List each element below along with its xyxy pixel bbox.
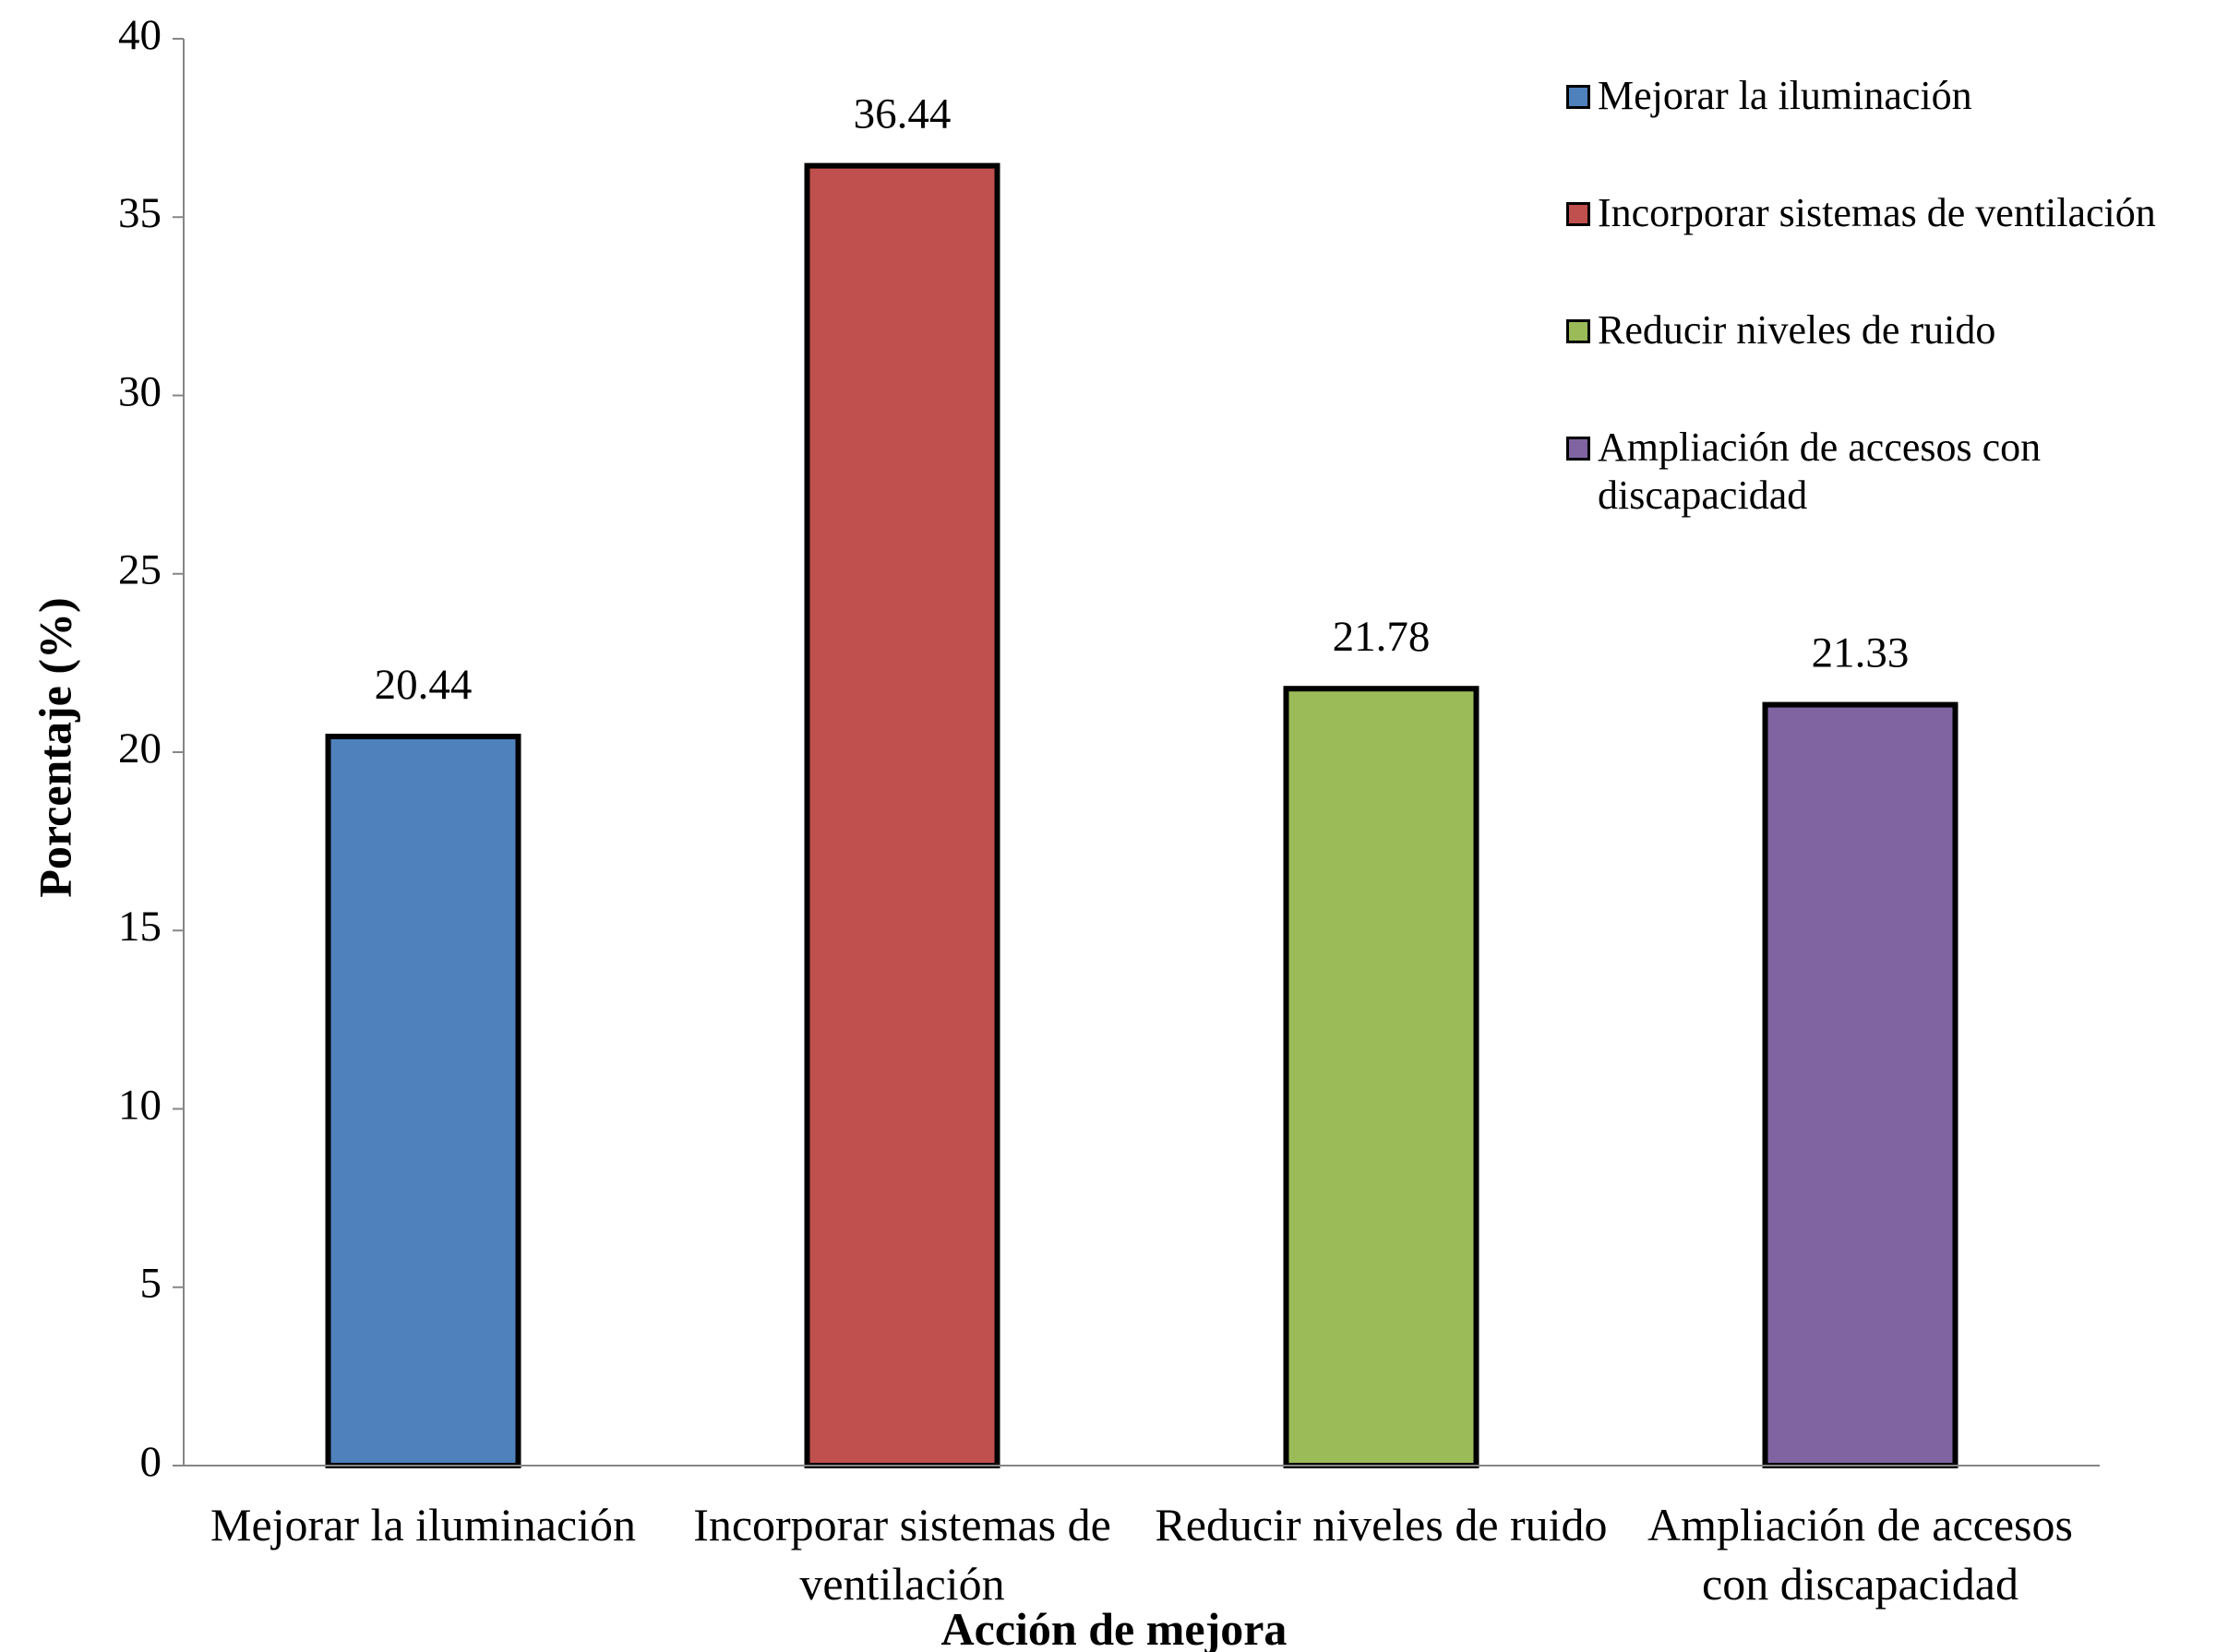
y-tick-label: 30 xyxy=(118,367,162,415)
legend-swatch xyxy=(1566,85,1590,109)
bar xyxy=(325,733,521,1468)
y-tick-label: 5 xyxy=(140,1260,162,1308)
bar xyxy=(1762,701,1958,1468)
y-tick-label: 10 xyxy=(118,1081,162,1129)
y-tick-label: 25 xyxy=(118,546,162,594)
bar xyxy=(1283,686,1479,1468)
legend-label: Reducir niveles de ruido xyxy=(1598,307,1996,353)
bar xyxy=(804,162,1000,1468)
value-label: 21.78 xyxy=(1333,613,1431,661)
x-axis-title: Acción de mejora xyxy=(940,1603,1288,1652)
legend-label: Mejorar la iluminación xyxy=(1598,73,1972,118)
value-label: 36.44 xyxy=(854,90,952,138)
x-tick-label: Reducir niveles de ruido xyxy=(1155,1499,1608,1550)
y-tick-label: 35 xyxy=(118,189,162,237)
legend-label: Ampliación de accesos con discapacidad xyxy=(1598,425,2042,518)
legend-entry: Ampliación de accesos con discapacidad xyxy=(1566,424,2175,520)
legend-label: Incorporar sistemas de ventilación xyxy=(1598,190,2156,235)
y-tick-label: 40 xyxy=(118,11,162,59)
legend-entry: Mejorar la iluminación xyxy=(1566,72,2175,120)
y-tick-label: 20 xyxy=(118,724,162,772)
legend-swatch xyxy=(1566,437,1590,461)
legend-entry: Incorporar sistemas de ventilación xyxy=(1566,189,2175,237)
value-label: 21.33 xyxy=(1812,628,1910,676)
legend-swatch xyxy=(1566,202,1590,226)
y-tick-label: 15 xyxy=(118,903,162,951)
x-tick-label: Ampliación de accesos con discapacidad xyxy=(1647,1499,2073,1610)
y-axis-title: Porcentaje (%) xyxy=(29,597,80,897)
x-tick-label: Incorporar sistemas de ventilación xyxy=(693,1499,1111,1610)
legend-entry: Reducir niveles de ruido xyxy=(1566,306,2175,354)
x-tick-label: Mejorar la iluminación xyxy=(210,1499,636,1550)
value-label: 20.44 xyxy=(375,661,473,709)
y-tick-label: 0 xyxy=(140,1438,162,1486)
legend-swatch xyxy=(1566,319,1590,343)
